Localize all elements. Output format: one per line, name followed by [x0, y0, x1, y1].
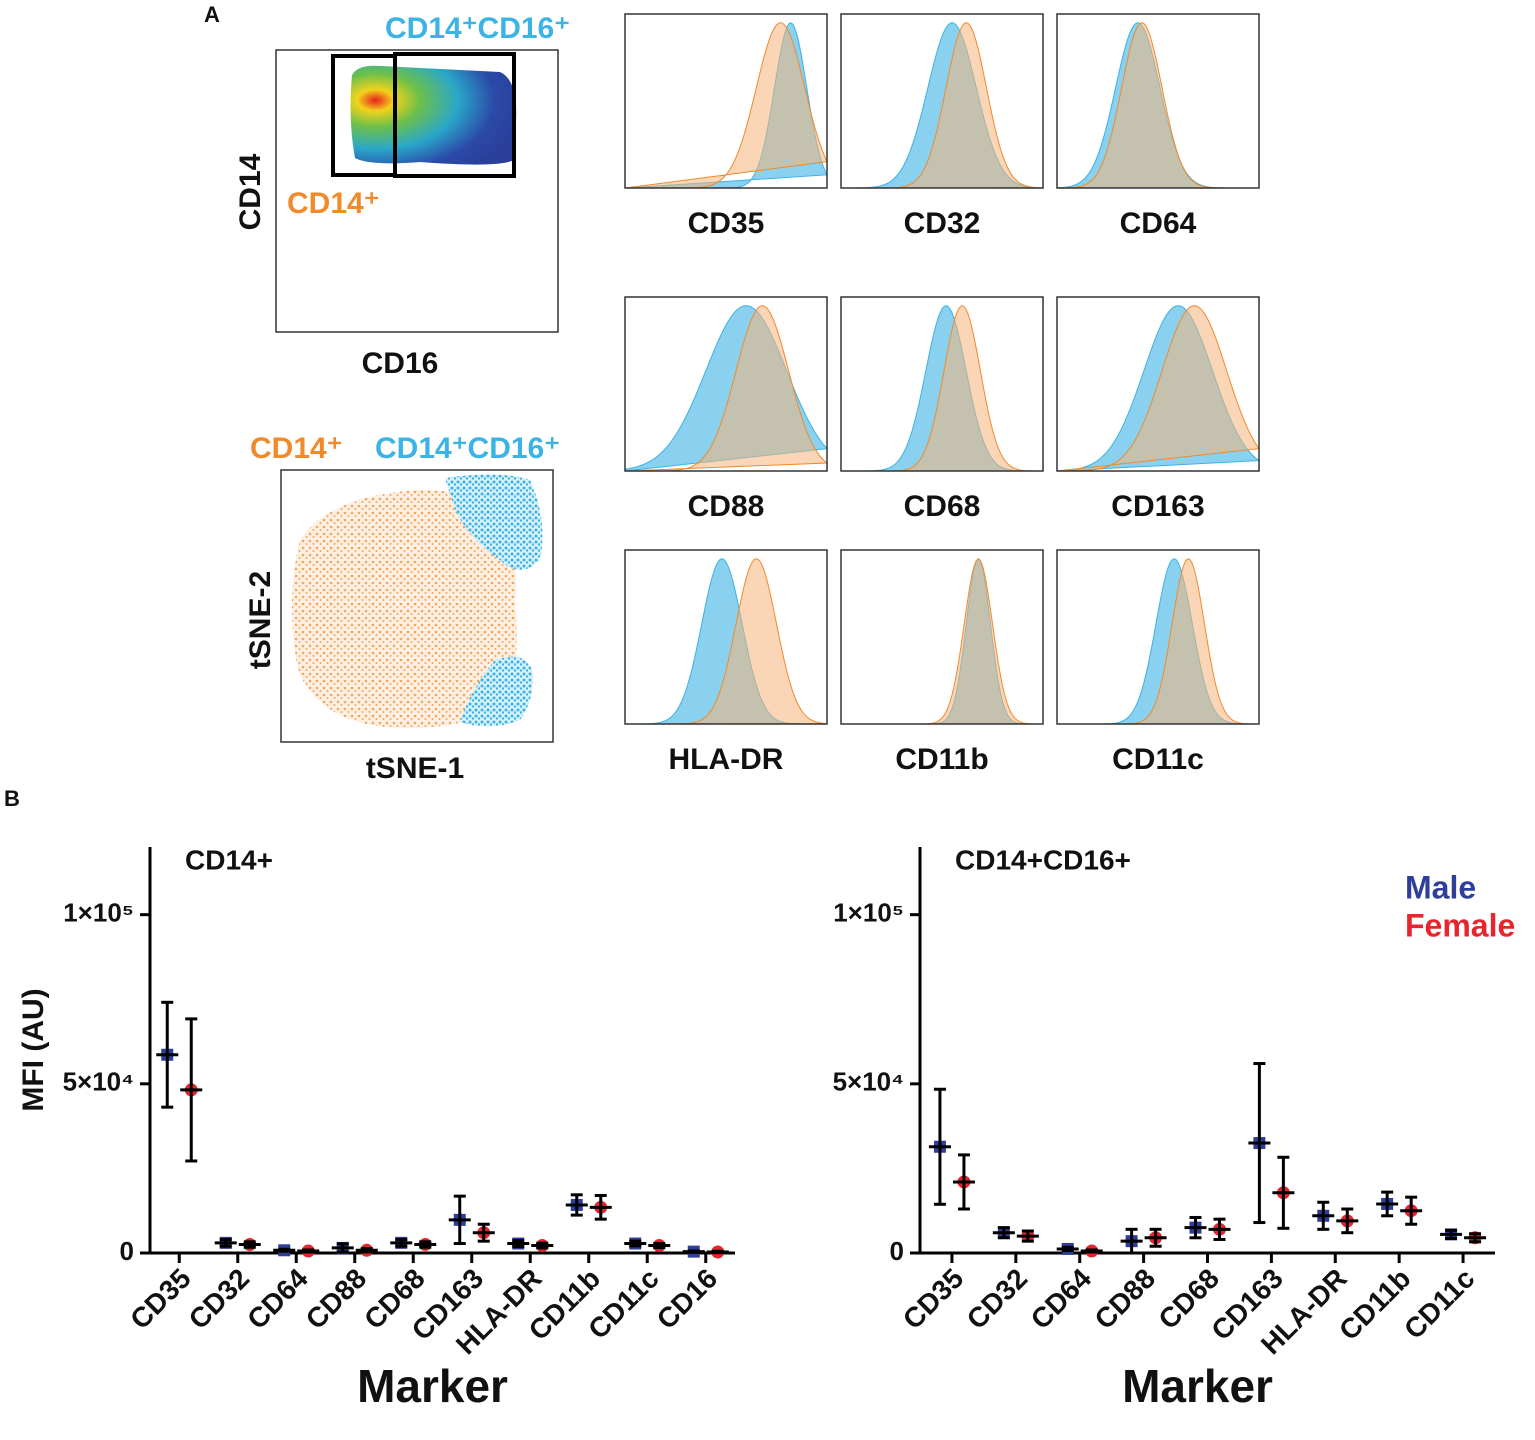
x-tick-label: CD35	[124, 1263, 197, 1336]
histogram-frame	[624, 296, 828, 472]
histogram-label: CD32	[904, 207, 981, 240]
x-tick-label: CD64	[1025, 1262, 1098, 1335]
y-tick-label: 5×10⁴	[63, 1067, 134, 1097]
y-tick-label: 0	[890, 1236, 904, 1266]
x-axis-label: Marker	[357, 1360, 508, 1412]
x-tick-label: CD88	[300, 1263, 373, 1336]
legend-label: Male	[1405, 869, 1476, 905]
histogram-label: HLA-DR	[669, 743, 784, 776]
histogram	[1056, 305, 1260, 472]
x-tick-label: CD11c	[1398, 1263, 1480, 1345]
histogram-frame	[1056, 549, 1260, 725]
histogram	[1056, 22, 1259, 189]
histogram-label: CD64	[1120, 207, 1197, 240]
gate-label: CD14⁺CD16⁺	[385, 12, 570, 45]
y-axis-label: MFI (AU)	[17, 988, 50, 1111]
axis-label: CD16	[362, 347, 439, 380]
histogram-frame	[1056, 13, 1260, 189]
panel-label: B	[4, 786, 20, 811]
x-tick-label: CD16	[651, 1263, 724, 1336]
chart-title: CD14+	[185, 844, 273, 875]
gate-label: CD14⁺	[287, 187, 380, 220]
histogram-frame	[840, 296, 1044, 472]
chart-title: CD14+CD16+	[955, 844, 1131, 875]
tsne-cloud	[291, 489, 517, 729]
y-tick-label: 0	[120, 1236, 134, 1266]
legend-label: CD14⁺	[250, 432, 343, 465]
axis-label: tSNE-1	[366, 752, 464, 785]
histogram	[840, 558, 1044, 725]
density-cloud	[350, 65, 517, 165]
x-tick-label: CD64	[241, 1262, 314, 1335]
legend-label: Female	[1405, 907, 1515, 943]
histogram-label: CD88	[688, 490, 765, 523]
axis-label: CD14	[234, 153, 267, 230]
y-tick-label: 1×10⁵	[833, 898, 904, 928]
histogram-label: CD163	[1111, 490, 1204, 523]
histogram-frame	[840, 13, 1044, 189]
histogram-frame	[624, 549, 828, 725]
axis-label: tSNE-2	[244, 571, 277, 669]
histogram	[841, 557, 1043, 725]
histogram-label: CD35	[688, 207, 765, 240]
x-axis-label: Marker	[1122, 1360, 1273, 1412]
scatter-frame	[275, 49, 559, 333]
histogram-label: CD11b	[895, 743, 988, 776]
histogram-label: CD68	[904, 490, 981, 523]
x-tick-label: CD35	[897, 1263, 970, 1336]
histogram-frame	[624, 13, 828, 189]
histogram-label: CD11c	[1112, 743, 1204, 776]
tsne-cloud	[445, 474, 543, 570]
legend-label: CD14⁺CD16⁺	[375, 432, 560, 465]
x-tick-label: CD32	[961, 1263, 1034, 1336]
histogram-frame	[1056, 296, 1260, 472]
x-tick-label: CD11b	[1333, 1263, 1417, 1347]
y-tick-label: 5×10⁴	[833, 1067, 904, 1097]
tsne-frame	[280, 469, 554, 743]
histogram-frame	[840, 549, 1044, 725]
x-tick-label: CD32	[183, 1263, 256, 1336]
gate	[393, 52, 516, 178]
panel-label: A	[204, 2, 220, 27]
x-tick-label: CD88	[1089, 1263, 1162, 1336]
y-tick-label: 1×10⁵	[63, 898, 134, 928]
tsne-cloud	[460, 656, 533, 727]
